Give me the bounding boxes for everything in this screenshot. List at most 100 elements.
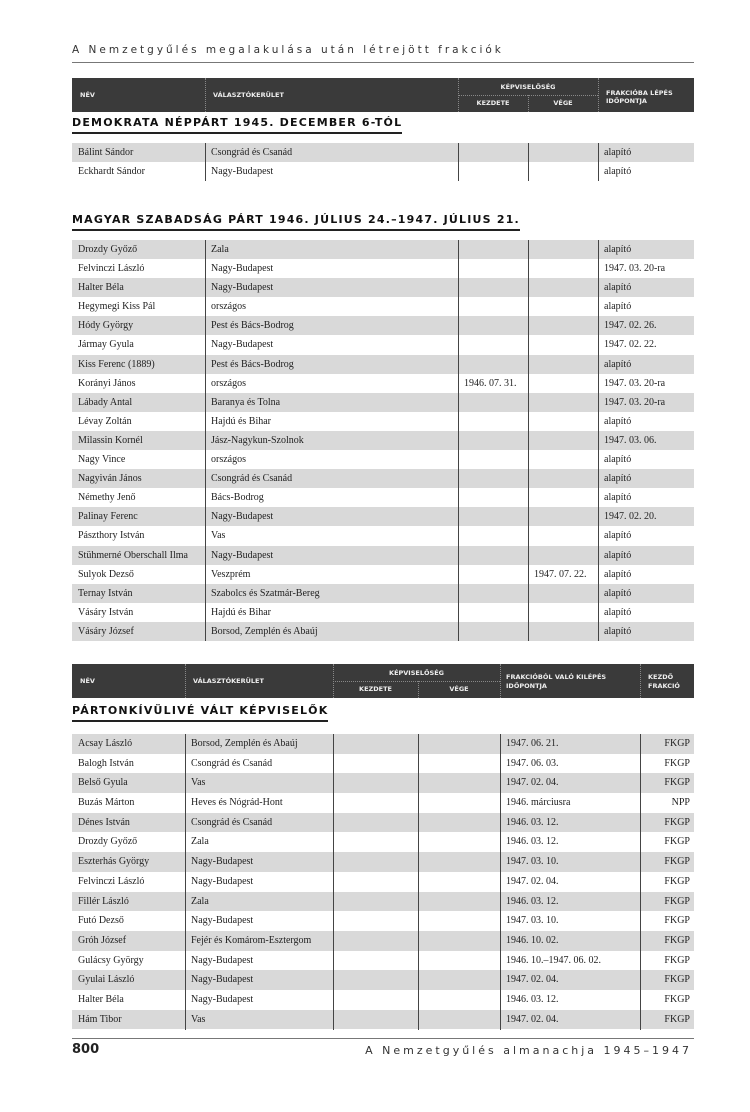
- table-cell: [528, 278, 598, 297]
- table-cell: [418, 872, 500, 892]
- table-cell: alapító: [604, 147, 632, 158]
- table-row: Pászthory István Vas alapító: [72, 526, 694, 545]
- table-row: Hódy György Pest és Bács-Bodrog 1947. 02. …: [72, 316, 694, 336]
- table-cell: Veszprém: [211, 568, 251, 580]
- column-divider: [598, 240, 599, 642]
- table-cell: alapító: [604, 625, 632, 637]
- col-end: vége: [553, 99, 573, 107]
- table-cell: Nagy-Budapest: [191, 974, 254, 986]
- table-cell: 1946. márciusra: [506, 797, 571, 809]
- table-row: Eckhardt Sándor Nagy-Budapest alapító: [72, 162, 694, 181]
- table-cell: [418, 951, 500, 971]
- table-cell: 1946. 03. 12.: [506, 895, 559, 907]
- table-cell: [418, 734, 500, 754]
- table-cell: [333, 754, 418, 774]
- table-row: Drozdy Győző Zala 1946. 03. 12. FKGP: [72, 832, 694, 852]
- table-cell: 1947. 03. 20-ra: [604, 396, 666, 408]
- col-district: Választókerület: [193, 677, 264, 685]
- table-cell: Hódy György: [78, 320, 134, 332]
- table-cell: Nagy-Budapest: [211, 339, 274, 351]
- table-row: Gulácsy György Nagy-Budapest 1946. 10.–194…: [72, 951, 694, 971]
- table-cell: [528, 143, 598, 162]
- table1-header: Név Választókerület Képviselőség kezdete…: [72, 78, 694, 112]
- table-cell: [528, 393, 598, 412]
- table-row: Gróh József Fejér és Komárom-Esztergom 194…: [72, 930, 694, 951]
- table-cell: alapító: [604, 301, 632, 313]
- table-cell: országos: [211, 377, 246, 389]
- table-cell: 1947. 03. 10.: [506, 856, 559, 868]
- col-left-date: Frakcióból való kilépés időpontja: [506, 673, 607, 690]
- table-cell: Stühmerné Oberschall Ilma: [78, 549, 188, 561]
- table-cell: 1946. 10. 02.: [506, 934, 559, 946]
- table-cell: FKGP: [664, 836, 690, 848]
- table-cell: [528, 450, 598, 469]
- table-cell: Lévay Zoltán: [78, 415, 132, 427]
- table-cell: FKGP: [664, 895, 690, 907]
- table-cell: 1947. 03. 10.: [506, 915, 559, 927]
- table-cell: [458, 450, 528, 469]
- table-row: Hám Tibor Vas 1947. 02. 04. FKGP: [72, 1009, 694, 1030]
- table-cell: alapító: [604, 358, 632, 370]
- table-row: Milassin Kornél Jász-Nagykun-Szolnok 1947.…: [72, 430, 694, 451]
- table-cell: [333, 1010, 418, 1030]
- table-cell: 1946. 03. 12.: [506, 993, 559, 1005]
- column-divider: [458, 143, 459, 181]
- table-row: Bálint Sándor Csongrád és Csanád alapító: [72, 143, 694, 162]
- table-cell: Vásáry József: [78, 625, 134, 637]
- column-divider: [528, 240, 529, 642]
- table-row: Futó Dezső Nagy-Budapest 1947. 03. 10. FKGP: [72, 911, 694, 931]
- table-cell: Nagy-Budapest: [211, 511, 274, 523]
- table-cell: Vas: [211, 530, 226, 542]
- table-cell: 1947. 02. 04.: [506, 777, 559, 789]
- table-cell: Felvinczi László: [78, 875, 145, 887]
- col-representation: Képviselőség: [389, 669, 444, 677]
- table-cell: [418, 911, 500, 931]
- table-cell: Zala: [191, 895, 209, 907]
- col-district: Választókerület: [213, 91, 284, 99]
- table-cell: 1947. 03. 20-ra: [604, 263, 666, 275]
- column-divider: [640, 734, 641, 1030]
- table-cell: [418, 1010, 500, 1030]
- table-cell: alapító: [604, 568, 632, 580]
- table-cell: alapító: [604, 606, 632, 618]
- footer-rule: [72, 1038, 694, 1039]
- table-cell: [458, 162, 528, 181]
- table-cell: [333, 773, 418, 793]
- table-cell: Dénes István: [78, 816, 130, 828]
- table-cell: [333, 911, 418, 931]
- table-cell: Bálint Sándor: [78, 147, 134, 158]
- table-cell: Eszterhás György: [78, 856, 150, 868]
- table-cell: [333, 813, 418, 833]
- table-cell: FKGP: [664, 856, 690, 868]
- table-cell: [528, 526, 598, 545]
- section-title-magyar-szabadsag-part: Magyar Szabadság Párt 1946. július 24.–1…: [72, 213, 520, 231]
- table-cell: 1947. 03. 06.: [604, 434, 657, 446]
- table-cell: Némethy Jenő: [78, 492, 136, 504]
- table-cell: Gulácsy György: [78, 954, 144, 966]
- col-initial-faction: Kezdő frakció: [648, 673, 680, 690]
- table-cell: Csongrád és Csanád: [191, 816, 273, 828]
- col-start: kezdete: [359, 685, 392, 693]
- table-row: Hegymegi Kiss Pál országos alapító: [72, 297, 694, 316]
- table-cell: 1946. 07. 31.: [464, 377, 517, 389]
- table-row: Eszterhás György Nagy-Budapest 1947. 03. 1…: [72, 852, 694, 872]
- table-cell: Felvinczi László: [78, 263, 145, 275]
- table-cell: [333, 793, 418, 813]
- table-cell: 1946. 03. 12.: [506, 816, 559, 828]
- table-row: Nagyiván János Csongrád és Csanád alapító: [72, 469, 694, 489]
- table-row: Nagy Vince országos alapító: [72, 450, 694, 469]
- table-row: Buzás Márton Heves és Nógrád-Hont 1946. má…: [72, 793, 694, 813]
- table-cell: [418, 892, 500, 912]
- table2-header: Név Választókerület Képviselőség kezdete…: [72, 664, 694, 698]
- table-cell: Szabolcs és Szatmár-Bereg: [211, 587, 320, 599]
- table-cell: [418, 813, 500, 833]
- table-cell: [528, 431, 598, 450]
- table-cell: Vas: [191, 1013, 206, 1025]
- table-cell: [458, 297, 528, 316]
- table-cell: 1946. 10.–1947. 06. 02.: [506, 954, 601, 966]
- table-cell: Sulyok Dezső: [78, 568, 134, 580]
- table-cell: [418, 754, 500, 774]
- table-cell: [528, 488, 598, 507]
- table-cell: [458, 584, 528, 603]
- table-cell: alapító: [604, 530, 632, 542]
